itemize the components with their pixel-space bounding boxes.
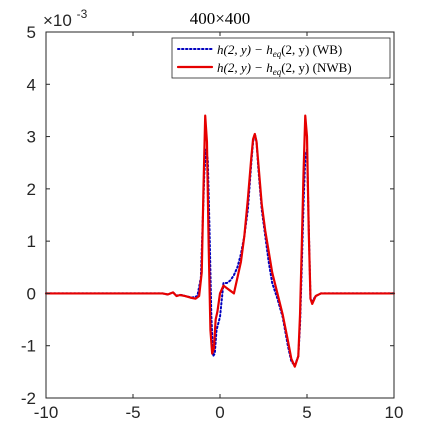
x-tick-label: 10 — [385, 403, 404, 422]
legend-box — [171, 37, 391, 79]
x-tick-label: 0 — [215, 403, 224, 422]
y-tick-label: 2 — [27, 180, 36, 199]
y-tick-label: 0 — [27, 284, 36, 303]
y-tick-label: 1 — [27, 232, 36, 251]
chart-title: 400×400 — [190, 9, 251, 28]
legend-label: h(2, y) − heq(2, y) (WB) — [217, 42, 342, 59]
legend-label: h(2, y) − heq(2, y) (NWB) — [217, 60, 352, 77]
x-tick-label: -5 — [125, 403, 140, 422]
y-tick-label: -1 — [21, 337, 36, 356]
y-scale-factor-base: ×10 — [43, 11, 72, 30]
legend: h(2, y) − heq(2, y) (WB)h(2, y) − heq(2,… — [171, 37, 391, 79]
y-tick-label: -2 — [21, 389, 36, 408]
series-line-nwb — [44, 114, 396, 368]
x-tick-label: 5 — [302, 403, 311, 422]
y-scale-factor-exponent: -3 — [77, 7, 88, 21]
y-tick-label: 3 — [27, 128, 36, 147]
axis-ticks — [45, 31, 395, 399]
x-tick-label: -10 — [34, 403, 59, 422]
plot-area — [44, 114, 396, 368]
y-tick-label: 4 — [27, 75, 36, 94]
y-tick-label: 5 — [27, 23, 36, 42]
y-scale-factor: ×10 -3 — [43, 7, 88, 30]
